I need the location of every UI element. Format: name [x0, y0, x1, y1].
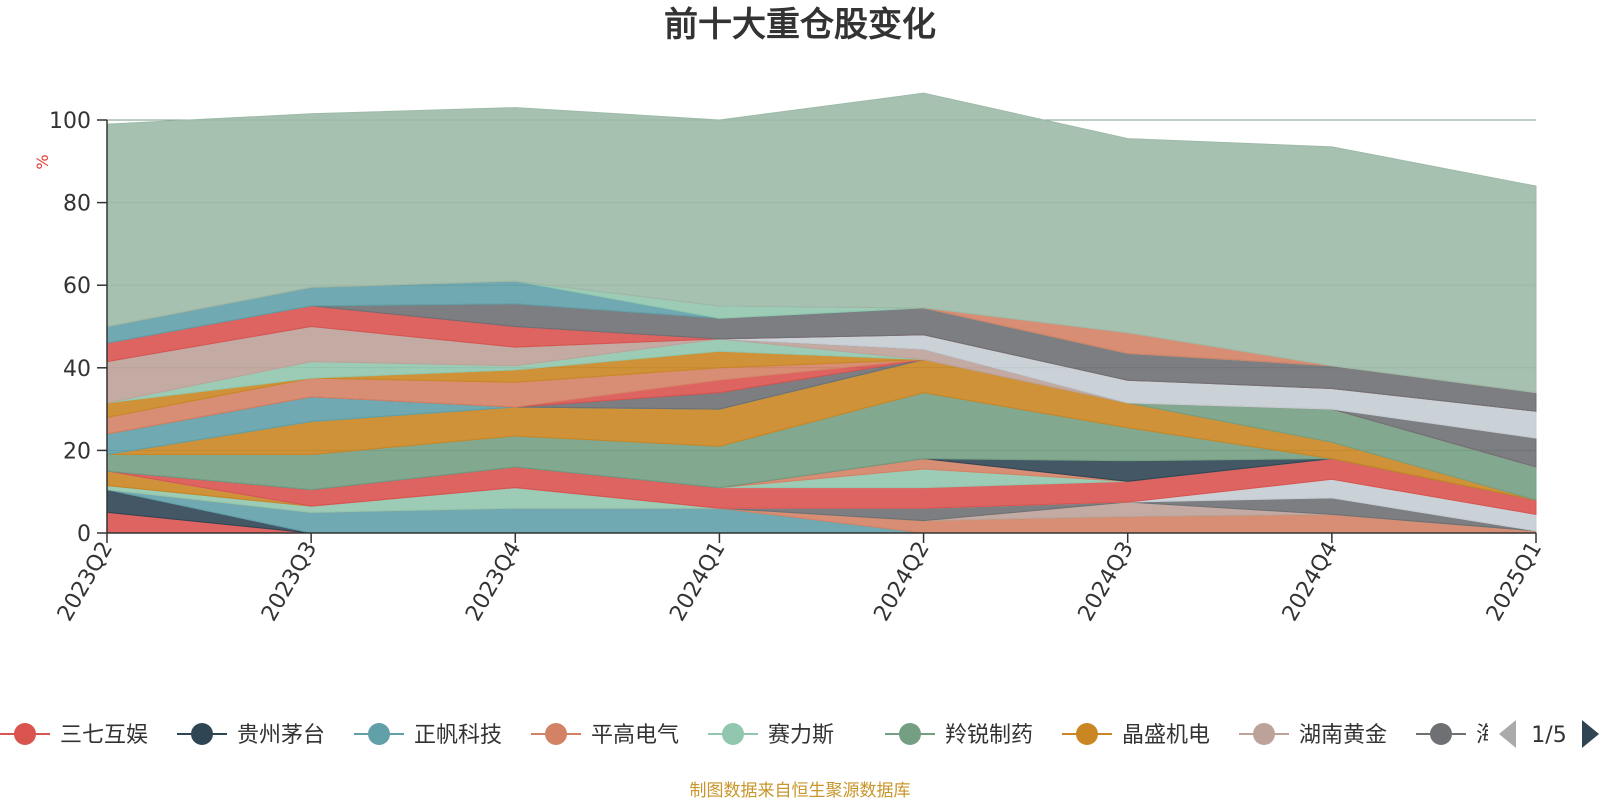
legend-label: 赛力斯	[768, 723, 834, 748]
source-note: 制图数据来自恒生聚源数据库	[690, 781, 911, 800]
y-axis-unit: %	[33, 154, 52, 169]
y-tick-label: 20	[63, 439, 91, 464]
x-tick-label: 2024Q2	[869, 538, 934, 626]
legend-label: 湖南黄金	[1299, 723, 1387, 748]
legend-label: 平高电气	[591, 723, 679, 748]
legend-label: 三七互娱	[60, 723, 148, 748]
legend-marker	[14, 723, 36, 745]
legend-label: 贵州茅台	[237, 723, 325, 748]
legend-marker	[1430, 723, 1452, 745]
x-tick-label: 2024Q4	[1278, 538, 1343, 626]
legend-pager: 1/5	[1499, 720, 1599, 748]
legend-page-indicator: 1/5	[1531, 723, 1566, 748]
legend-item[interactable]: 正帆科技	[354, 723, 502, 748]
legend-label: 海天	[1476, 723, 1520, 748]
legend-item[interactable]: 海天	[1416, 723, 1520, 748]
y-tick-label: 60	[63, 274, 91, 299]
chart-title: 前十大重仓股变化	[664, 5, 936, 45]
x-tick-label: 2024Q3	[1074, 538, 1139, 626]
legend-marker	[722, 723, 744, 745]
legend-label: 正帆科技	[414, 723, 502, 748]
legend-marker	[1253, 723, 1275, 745]
legend-prev-page-button[interactable]	[1499, 720, 1516, 748]
legend-item[interactable]: 晶盛机电	[1062, 723, 1210, 748]
legend-item[interactable]: 赛力斯	[708, 723, 834, 748]
legend: 三七互娱 贵州茅台 正帆科技 平高电气 赛力斯 羚锐制药 晶盛机电 湖南黄金 海天	[0, 723, 1520, 748]
legend-marker	[545, 723, 567, 745]
x-tick-label: 2023Q3	[257, 538, 322, 626]
legend-item[interactable]: 湖南黄金	[1239, 723, 1387, 748]
x-tick-label: 2025Q1	[1482, 538, 1547, 626]
area-series-32	[106, 92, 1537, 394]
y-tick-label: 40	[63, 357, 91, 382]
legend-marker	[191, 723, 213, 745]
legend-item[interactable]: 羚锐制药	[885, 723, 1033, 748]
legend-label: 晶盛机电	[1122, 723, 1210, 748]
legend-marker	[368, 723, 390, 745]
legend-marker	[1076, 723, 1098, 745]
legend-item[interactable]: 贵州茅台	[177, 723, 325, 748]
y-tick-label: 80	[63, 192, 91, 217]
legend-next-page-button[interactable]	[1582, 720, 1599, 748]
x-tick-label: 2024Q1	[665, 538, 730, 626]
y-tick-label: 100	[49, 109, 91, 134]
legend-item[interactable]: 平高电气	[531, 723, 679, 748]
legend-item[interactable]: 三七互娱	[0, 723, 148, 748]
x-tick-label: 2023Q2	[53, 538, 118, 626]
x-tick-label: 2023Q4	[461, 538, 526, 626]
legend-marker	[899, 723, 921, 745]
y-tick-label: 0	[77, 522, 91, 547]
legend-label: 羚锐制药	[945, 723, 1033, 748]
plot-area: 0 20 40 60 80 100 2023Q2 2023Q3 2023Q4 2024Q1 2024…	[33, 92, 1547, 626]
